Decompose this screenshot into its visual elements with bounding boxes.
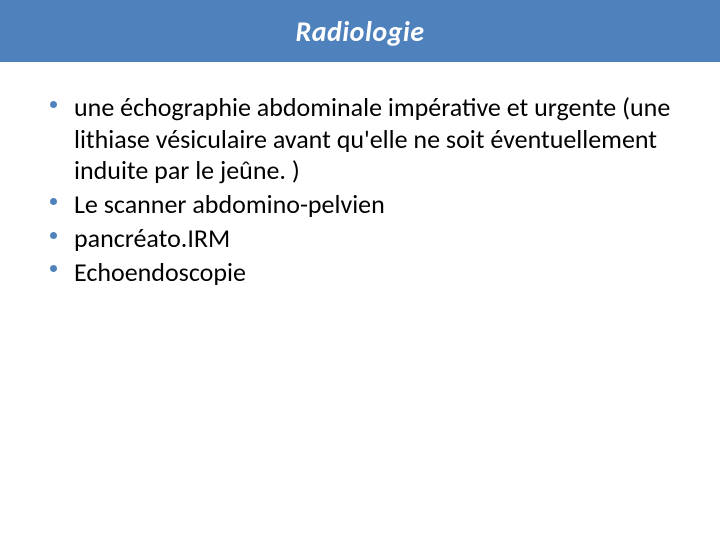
- bullet-text: Le scanner abdomino-pelvien: [74, 189, 672, 221]
- bullet-icon: [50, 101, 57, 108]
- bullet-list: une échographie abdominale impérative et…: [48, 92, 672, 288]
- slide: Radiologie une échographie abdominale im…: [0, 0, 720, 540]
- list-item: une échographie abdominale impérative et…: [48, 92, 672, 187]
- list-item: Echoendoscopie: [48, 257, 672, 289]
- bullet-text: une échographie abdominale impérative et…: [74, 92, 672, 187]
- bullet-text: pancréato.IRM: [74, 223, 672, 255]
- list-item: Le scanner abdomino-pelvien: [48, 189, 672, 221]
- bullet-icon: [50, 265, 57, 272]
- slide-title: Radiologie: [295, 14, 424, 49]
- list-item: pancréato.IRM: [48, 223, 672, 255]
- bullet-text: Echoendoscopie: [74, 257, 672, 289]
- bullet-icon: [50, 232, 57, 239]
- slide-content: une échographie abdominale impérative et…: [0, 62, 720, 288]
- bullet-icon: [50, 198, 57, 205]
- title-bar: Radiologie: [0, 0, 720, 62]
